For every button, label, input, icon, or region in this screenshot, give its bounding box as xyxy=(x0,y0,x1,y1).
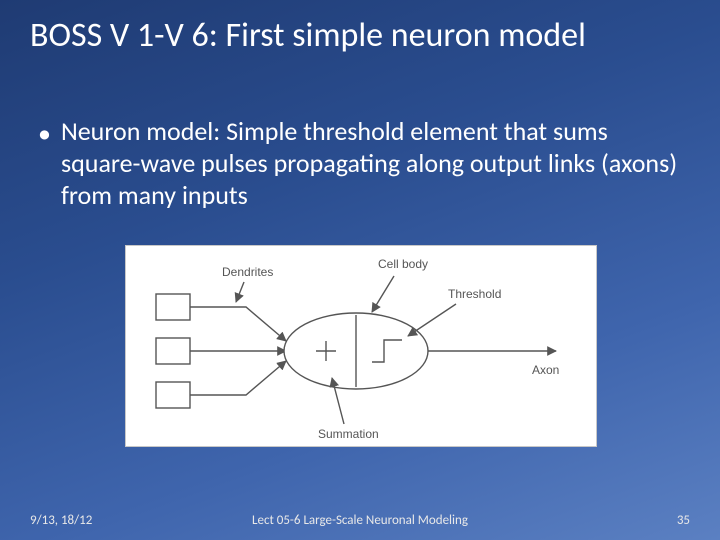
svg-text:Axon: Axon xyxy=(532,363,559,377)
slide: BOSS V 1-V 6: First simple neuron model … xyxy=(0,0,720,540)
footer-page-number: 35 xyxy=(677,513,690,528)
svg-text:Cell body: Cell body xyxy=(378,257,428,271)
slide-footer: 9/13, 18/12 Lect 05-6 Large-Scale Neuron… xyxy=(30,513,690,528)
svg-text:Threshold: Threshold xyxy=(448,287,501,301)
footer-date: 9/13, 18/12 xyxy=(30,513,92,528)
neuron-diagram: Dendrites Cell body Threshold Summation Axon xyxy=(125,245,597,447)
neuron-diagram-svg: Dendrites Cell body Threshold Summation Axon xyxy=(126,246,596,446)
bullet-item: • Neuron model: Simple threshold element… xyxy=(38,115,690,211)
slide-title: BOSS V 1-V 6: First simple neuron model xyxy=(30,15,700,56)
bullet-text: Neuron model: Simple threshold element t… xyxy=(61,115,690,211)
slide-body: • Neuron model: Simple threshold element… xyxy=(38,115,690,211)
svg-text:Dendrites: Dendrites xyxy=(222,265,273,279)
bullet-marker: • xyxy=(38,117,51,149)
svg-text:Summation: Summation xyxy=(318,427,379,441)
footer-title: Lect 05-6 Large-Scale Neuronal Modeling xyxy=(30,513,690,528)
